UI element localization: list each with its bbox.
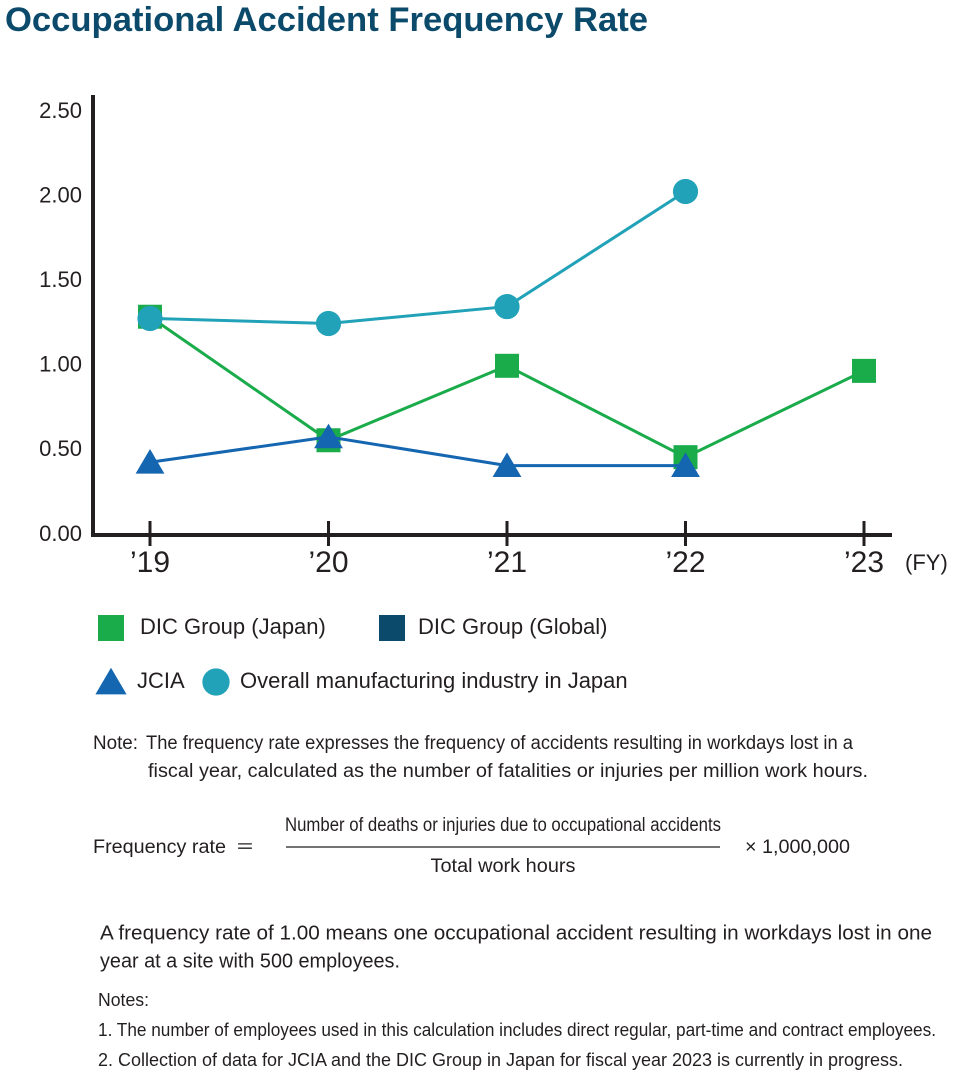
formula-label: Frequency rate — [93, 837, 226, 858]
x-tick-label: ’19 — [130, 546, 170, 579]
y-tick-label: 1.50 — [39, 267, 82, 292]
chart-title: Occupational Accident Frequency Rate — [5, 1, 648, 39]
note-label: Note: — [93, 733, 138, 754]
data-point — [671, 452, 700, 478]
x-tick-label: ’23 — [844, 546, 884, 579]
x-tick-label: ’20 — [308, 546, 348, 579]
formula-denominator: Total work hours — [431, 856, 576, 877]
legend-marker — [98, 615, 124, 641]
series-line — [149, 315, 865, 459]
x-tick-label: ’22 — [665, 546, 705, 579]
note-text: The frequency rate expresses the frequen… — [146, 733, 853, 754]
notes-item: 1. The number of employees used in this … — [98, 1020, 936, 1040]
note-text: fiscal year, calculated as the number of… — [148, 761, 868, 782]
explanation: year at a site with 500 employees. — [100, 950, 400, 972]
legend-marker — [202, 668, 230, 696]
data-point — [315, 310, 342, 337]
y-tick-label: 0.00 — [39, 521, 82, 546]
legend-label: DIC Group (Japan) — [140, 614, 326, 639]
legend-label: JCIA — [137, 668, 185, 693]
data-point — [672, 178, 699, 205]
formula-multiplier: × 1,000,000 — [745, 837, 850, 858]
series-line — [149, 435, 686, 468]
explanation: A frequency rate of 1.00 means one occup… — [100, 922, 932, 944]
x-axis-label: (FY) — [905, 550, 948, 575]
data-point — [137, 305, 163, 332]
formula-equals: ＝ — [235, 837, 254, 858]
x-tick-label: ’21 — [487, 546, 527, 579]
y-tick-label: 0.50 — [39, 436, 82, 461]
notes-item: 2. Collection of data for JCIA and the D… — [98, 1050, 903, 1070]
data-point — [492, 452, 522, 478]
data-point — [852, 358, 876, 383]
legend-label: Overall manufacturing industry in Japan — [240, 668, 628, 693]
y-tick-label: 2.50 — [39, 98, 82, 123]
y-tick-label: 2.00 — [39, 182, 82, 207]
data-point — [135, 449, 165, 474]
legend-marker — [95, 667, 127, 695]
data-point — [495, 353, 519, 378]
notes-heading: Notes: — [98, 990, 149, 1010]
legend-label: DIC Group (Global) — [418, 614, 608, 639]
formula-numerator: Number of deaths or injuries due to occu… — [285, 815, 721, 836]
y-tick-label: 1.00 — [39, 352, 82, 377]
series-line — [149, 190, 687, 326]
data-point — [314, 423, 343, 449]
data-point — [494, 293, 520, 320]
legend-marker — [379, 615, 405, 641]
